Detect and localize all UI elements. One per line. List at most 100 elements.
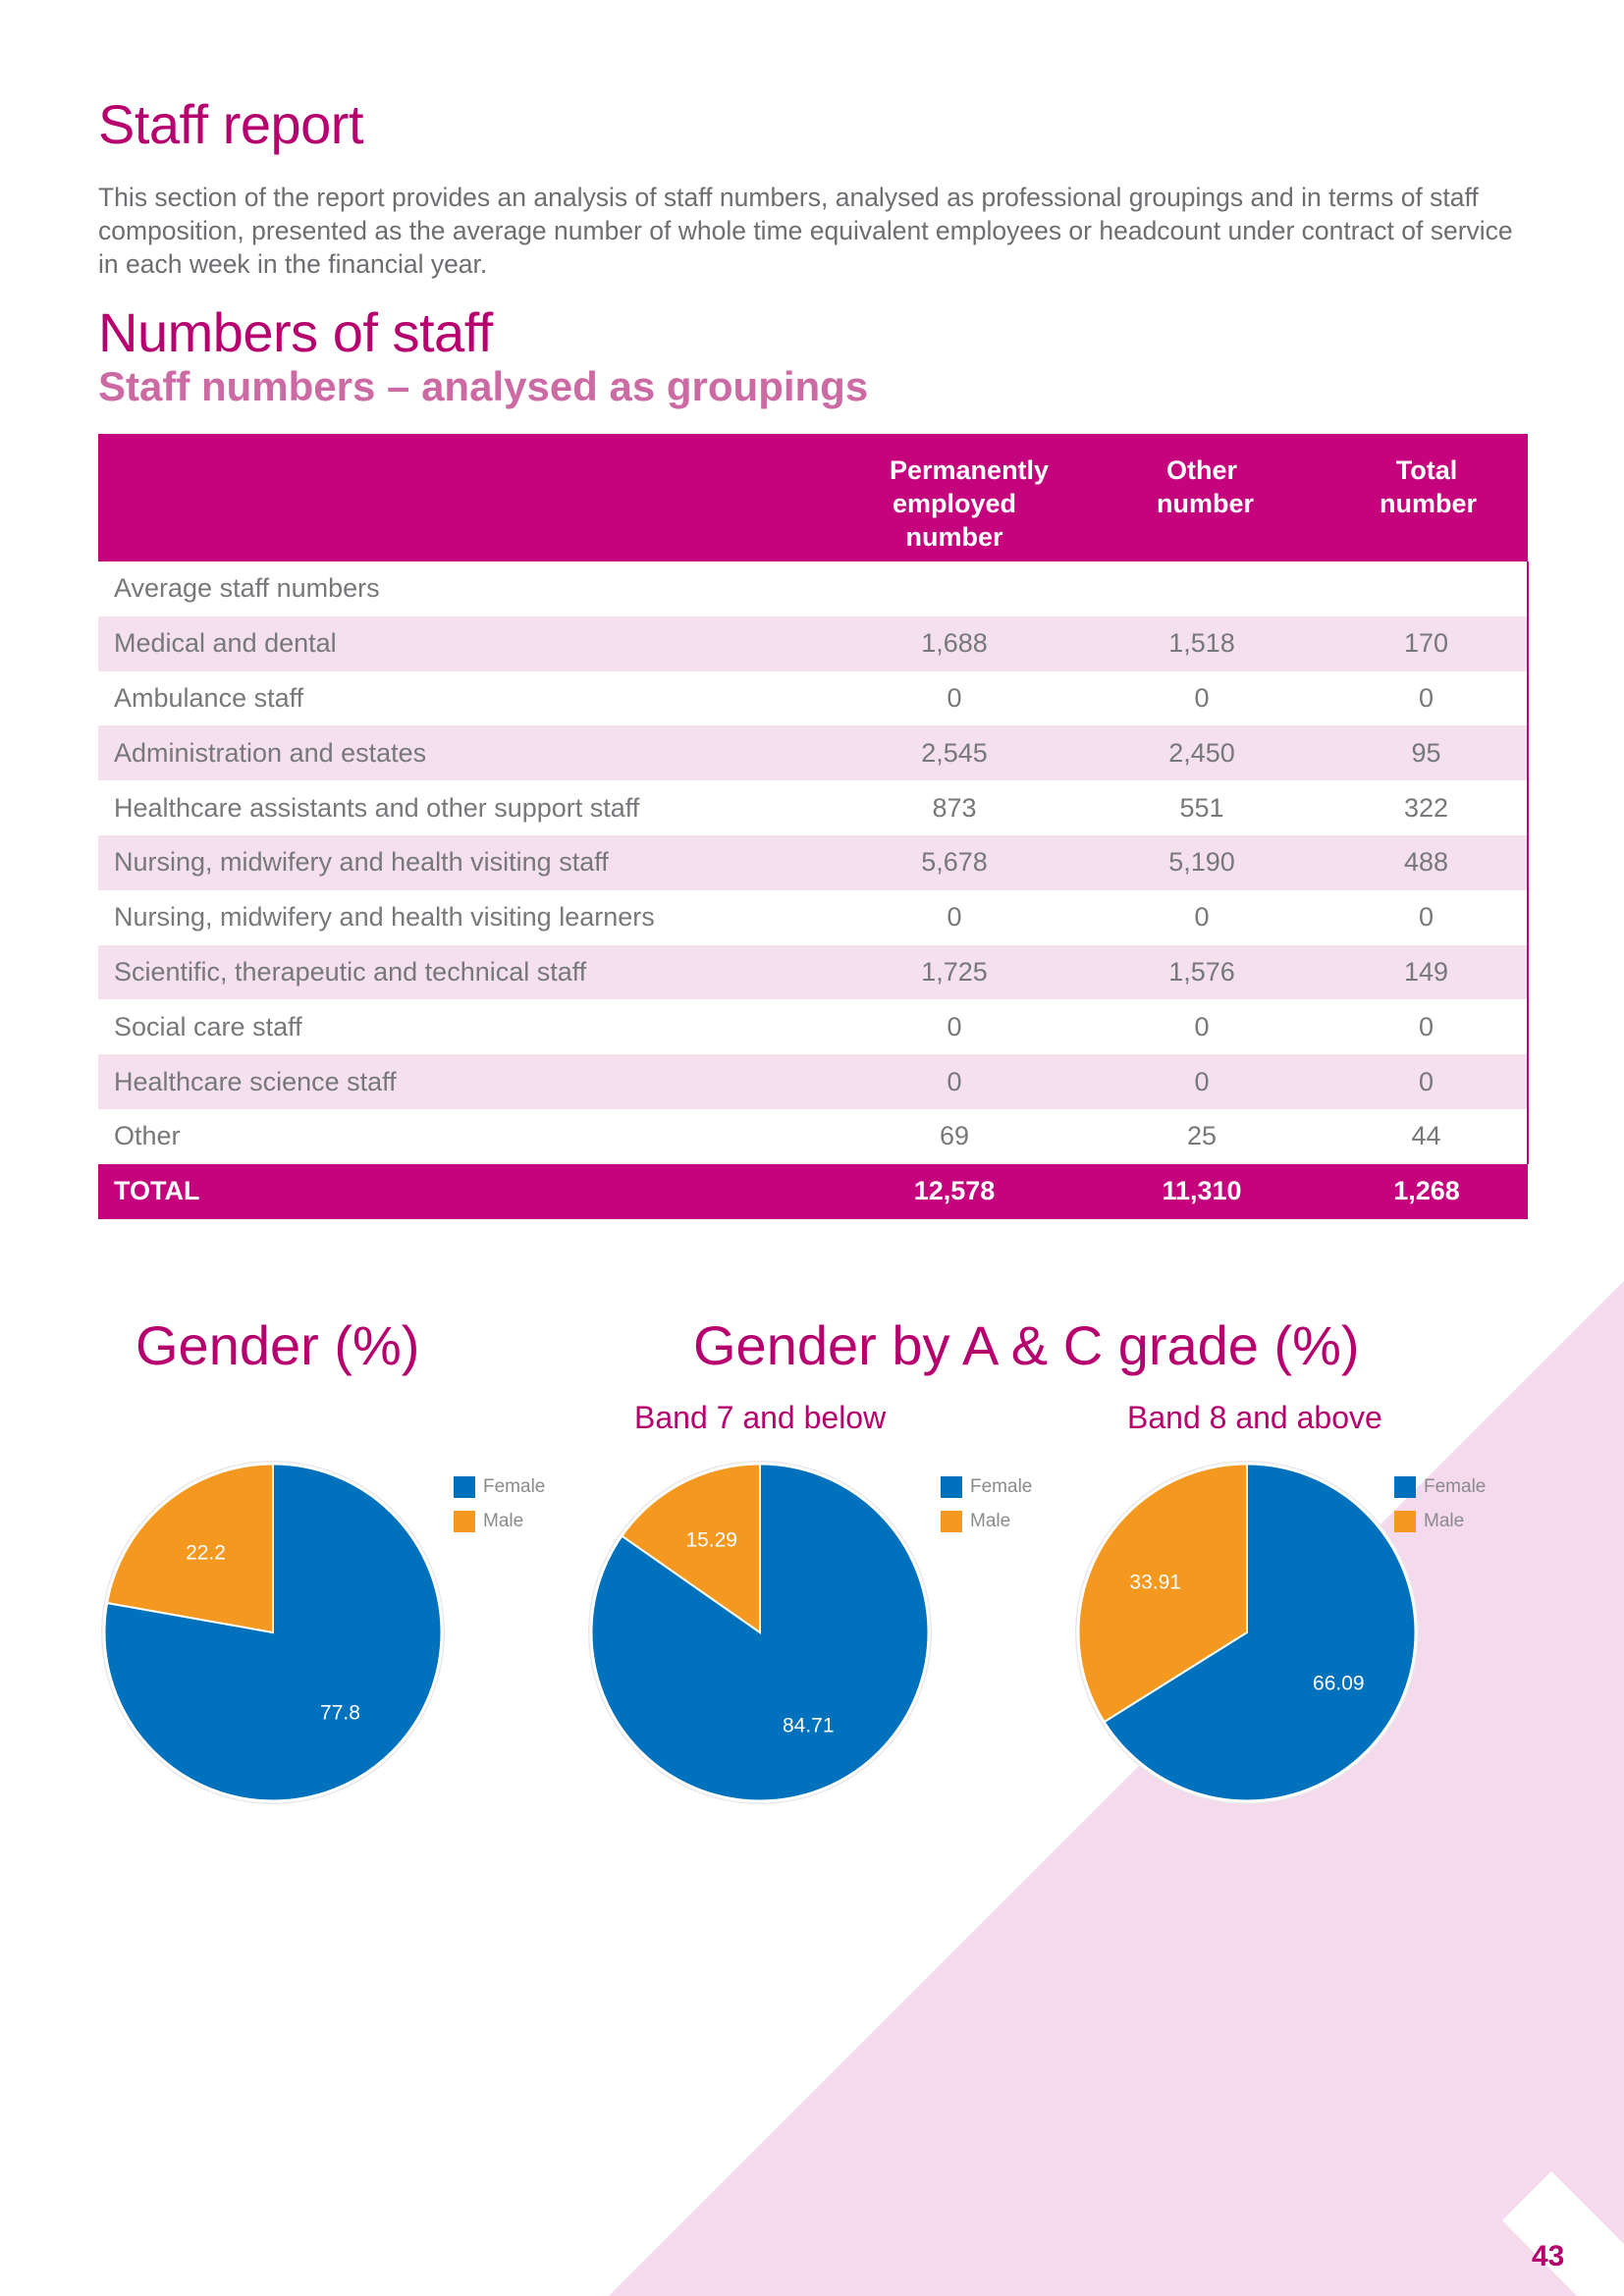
legend-label-male: Male [1424, 1511, 1465, 1531]
table-total-row: TOTAL 12,578 11,310 1,268 [98, 1163, 1528, 1219]
row-total: 0 [1326, 1054, 1529, 1109]
table-row: Nursing, midwifery and health visiting l… [98, 889, 1529, 945]
legend-item-male: Male [454, 1510, 545, 1533]
legend-item-male: Male [941, 1510, 1032, 1533]
gender-legend: Female Male [454, 1475, 545, 1544]
row-permanent: 69 [939, 1121, 970, 1151]
table-row: Healthcare science staff 0 0 0 [98, 1054, 1529, 1109]
row-permanent: 0 [831, 1054, 1078, 1109]
header-permanent: Permanently employed number [831, 434, 1078, 561]
gender-chart-title: Gender (%) [135, 1314, 420, 1376]
staff-table-container: Permanently employed number Other number… [98, 434, 1529, 1219]
total-other: 11,310 [1078, 1163, 1326, 1219]
row-label: Ambulance staff [114, 682, 304, 713]
intro-paragraph: This section of the report provides an a… [98, 183, 1513, 279]
table-subtitle: Staff numbers – analysed as groupings [98, 363, 869, 409]
row-permanent: 873 [932, 792, 977, 823]
total-permanent: 12,578 [831, 1163, 1078, 1219]
band8-pie-chart: 66.09 33.91 [1075, 1461, 1419, 1804]
table-row: Other 69 25 44 [98, 1108, 1529, 1164]
row-label: Nursing, midwifery and health visiting l… [114, 902, 655, 933]
pie-outline [1076, 1462, 1418, 1803]
table-row: Administration and estates 2,545 2,450 95 [98, 725, 1529, 781]
pie-label-male: 15.29 [685, 1528, 737, 1551]
pie-label-female: 77.8 [320, 1702, 360, 1725]
row-label: Social care staff [114, 1011, 302, 1041]
row-permanent: 5,678 [831, 834, 1078, 890]
row-label: Nursing, midwifery and health visiting s… [98, 834, 831, 890]
legend-label-female: Female [970, 1476, 1033, 1497]
row-permanent: 0 [947, 1011, 962, 1041]
table-row: Medical and dental 1,688 1,518 170 [98, 615, 1529, 671]
band7-pie-chart: 84.71 15.29 [588, 1461, 932, 1804]
legend-label-male: Male [970, 1511, 1011, 1531]
page-number: 43 [1532, 2240, 1565, 2272]
row-permanent: 1,725 [831, 944, 1078, 1000]
row-permanent: 0 [947, 902, 962, 933]
row-other: 5,190 [1078, 834, 1326, 890]
table-row: Nursing, midwifery and health visiting s… [98, 834, 1529, 890]
row-total: 149 [1326, 944, 1529, 1000]
header-total: Total number [1326, 434, 1528, 561]
staff-numbers-table: Permanently employed number Other number… [98, 434, 1529, 1219]
row-permanent: 2,545 [831, 725, 1078, 781]
page-title: Staff report [98, 93, 364, 155]
table-header-row: Permanently employed number Other number… [98, 434, 1528, 561]
group-label: Average staff numbers [114, 573, 380, 604]
pie-label-male: 22.2 [186, 1541, 226, 1564]
grade-chart-title: Gender by A & C grade (%) [693, 1314, 1360, 1376]
row-other: 551 [1179, 792, 1224, 823]
row-other: 1,518 [1078, 615, 1326, 671]
header-empty [98, 434, 831, 561]
legend-label-female: Female [483, 1476, 546, 1497]
pie-outline [589, 1462, 931, 1803]
table-row: Healthcare assistants and other support … [98, 780, 1529, 835]
legend-swatch-female [1394, 1476, 1416, 1498]
band7-subtitle: Band 7 and below [634, 1400, 887, 1435]
legend-swatch-female [454, 1476, 475, 1498]
legend-item-female: Female [941, 1475, 1032, 1499]
row-label: Healthcare assistants and other support … [114, 792, 640, 823]
row-total: 170 [1326, 615, 1529, 671]
header-other: Other number [1078, 434, 1326, 561]
row-label: Scientific, therapeutic and technical st… [98, 944, 831, 1000]
row-label: Other [114, 1121, 181, 1151]
gender-pie-chart: 77.8 22.2 [101, 1461, 445, 1804]
row-label: Medical and dental [98, 615, 831, 671]
legend-item-female: Female [454, 1475, 545, 1499]
row-total: 0 [1326, 889, 1529, 945]
legend-swatch-male [454, 1511, 475, 1532]
band8-subtitle: Band 8 and above [1127, 1400, 1382, 1435]
row-permanent: 0 [947, 682, 962, 713]
row-other: 1,576 [1078, 944, 1326, 1000]
legend-item-male: Male [1394, 1510, 1486, 1533]
pie-label-female: 84.71 [783, 1715, 835, 1737]
legend-label-female: Female [1424, 1476, 1487, 1497]
legend-label-male: Male [483, 1511, 524, 1531]
row-total: 44 [1326, 1108, 1529, 1164]
pie-label-male: 33.91 [1129, 1571, 1181, 1593]
pie-label-female: 66.09 [1313, 1673, 1365, 1695]
band8-legend: Female Male [1394, 1475, 1486, 1544]
pie-outline [102, 1462, 444, 1803]
section-title: Numbers of staff [98, 301, 493, 363]
row-label: Administration and estates [98, 725, 831, 781]
row-other: 0 [1194, 1011, 1210, 1041]
row-label: Healthcare science staff [98, 1054, 831, 1109]
row-other: 2,450 [1078, 725, 1326, 781]
row-total: 322 [1326, 780, 1529, 835]
row-total: 0 [1326, 670, 1529, 726]
table-row: Social care staff 0 0 0 [98, 999, 1529, 1055]
page-number-tab [1502, 2171, 1624, 2296]
legend-swatch-male [941, 1511, 962, 1532]
table-row: Scientific, therapeutic and technical st… [98, 944, 1529, 1000]
band7-legend: Female Male [941, 1475, 1032, 1544]
row-total: 488 [1326, 834, 1529, 890]
row-other: 25 [1186, 1121, 1218, 1151]
row-other: 0 [1078, 1054, 1326, 1109]
legend-swatch-female [941, 1476, 962, 1498]
row-total: 0 [1326, 999, 1529, 1055]
row-other: 0 [1194, 902, 1210, 933]
row-other: 0 [1194, 682, 1210, 713]
legend-item-female: Female [1394, 1475, 1486, 1499]
